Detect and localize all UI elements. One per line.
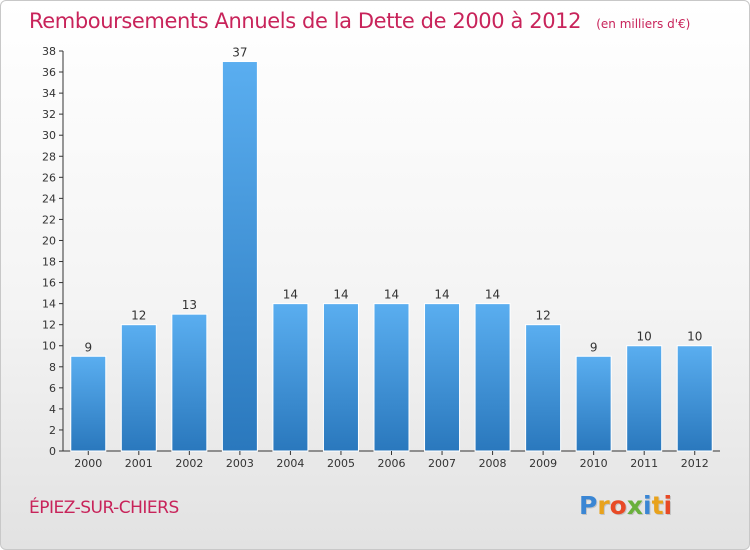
y-tick-label: 6 — [49, 382, 56, 395]
logo-letter: o — [609, 491, 627, 520]
bar — [322, 303, 359, 452]
title-row: Remboursements Annuels de la Dette de 20… — [29, 9, 690, 33]
logo-letter: i — [663, 491, 673, 520]
y-tick-label: 28 — [42, 150, 56, 163]
y-tick-label: 26 — [42, 171, 56, 184]
bar-value-label: 14 — [485, 288, 500, 302]
bar-value-label: 10 — [687, 330, 702, 344]
bar — [474, 303, 511, 452]
x-tick-label: 2012 — [681, 457, 709, 470]
bar-value-label: 14 — [434, 288, 449, 302]
bar-value-label: 12 — [535, 309, 550, 323]
y-tick-label: 4 — [49, 403, 56, 416]
x-tick-label: 2003 — [226, 457, 254, 470]
logo-letter: x — [626, 491, 643, 520]
bar-value-label: 14 — [333, 288, 348, 302]
logo-letter: r — [597, 491, 610, 520]
bar-value-label: 14 — [384, 288, 399, 302]
commune-name: ÉPIEZ-SUR-CHIERS — [29, 498, 179, 518]
bar — [120, 324, 157, 452]
x-tick-label: 2004 — [276, 457, 304, 470]
y-tick-label: 10 — [42, 340, 56, 353]
y-tick-label: 8 — [49, 361, 56, 374]
bar — [676, 345, 713, 452]
logo-letter: P — [579, 491, 598, 520]
y-tick-label: 30 — [42, 129, 56, 142]
x-tick-label: 2008 — [479, 457, 507, 470]
bar — [525, 324, 562, 452]
y-tick-label: 18 — [42, 256, 56, 269]
chart-subtitle: (en milliers d'€) — [596, 17, 691, 31]
bar-value-label: 14 — [283, 288, 298, 302]
y-tick-label: 14 — [42, 298, 56, 311]
bar-value-label: 12 — [131, 309, 146, 323]
bar — [70, 355, 107, 452]
x-tick-label: 2006 — [378, 457, 406, 470]
y-tick-label: 12 — [42, 319, 56, 332]
y-tick-label: 2 — [49, 424, 56, 437]
bar — [626, 345, 663, 452]
y-tick-label: 36 — [42, 66, 56, 79]
bar-value-label: 37 — [232, 46, 247, 60]
x-tick-label: 2011 — [630, 457, 658, 470]
y-tick-label: 32 — [42, 108, 56, 121]
bar — [373, 303, 410, 452]
x-tick-label: 2005 — [327, 457, 355, 470]
x-tick-label: 2007 — [428, 457, 456, 470]
chart-title: Remboursements Annuels de la Dette de 20… — [29, 9, 582, 33]
bar-value-label: 13 — [182, 298, 197, 312]
x-tick-label: 2001 — [125, 457, 153, 470]
x-tick-label: 2009 — [529, 457, 557, 470]
y-tick-label: 22 — [42, 213, 56, 226]
proxiti-logo: Proxiti — [579, 491, 672, 520]
logo-letter: i — [643, 491, 652, 520]
x-tick-label: 2000 — [74, 457, 102, 470]
y-tick-label: 34 — [42, 87, 56, 100]
bar — [171, 313, 208, 452]
y-tick-label: 24 — [42, 192, 56, 205]
bar — [272, 303, 309, 452]
bar — [575, 355, 612, 452]
y-tick-label: 38 — [42, 45, 56, 58]
bar-value-label: 9 — [590, 340, 598, 354]
y-tick-label: 20 — [42, 234, 56, 247]
bar-value-label: 10 — [637, 330, 652, 344]
x-tick-label: 2002 — [175, 457, 203, 470]
x-tick-label: 2010 — [580, 457, 608, 470]
y-tick-label: 0 — [49, 445, 56, 458]
bar — [424, 303, 461, 452]
y-tick-label: 16 — [42, 277, 56, 290]
logo-letter: t — [651, 491, 664, 520]
bar — [221, 61, 258, 452]
bar-value-label: 9 — [84, 340, 92, 354]
